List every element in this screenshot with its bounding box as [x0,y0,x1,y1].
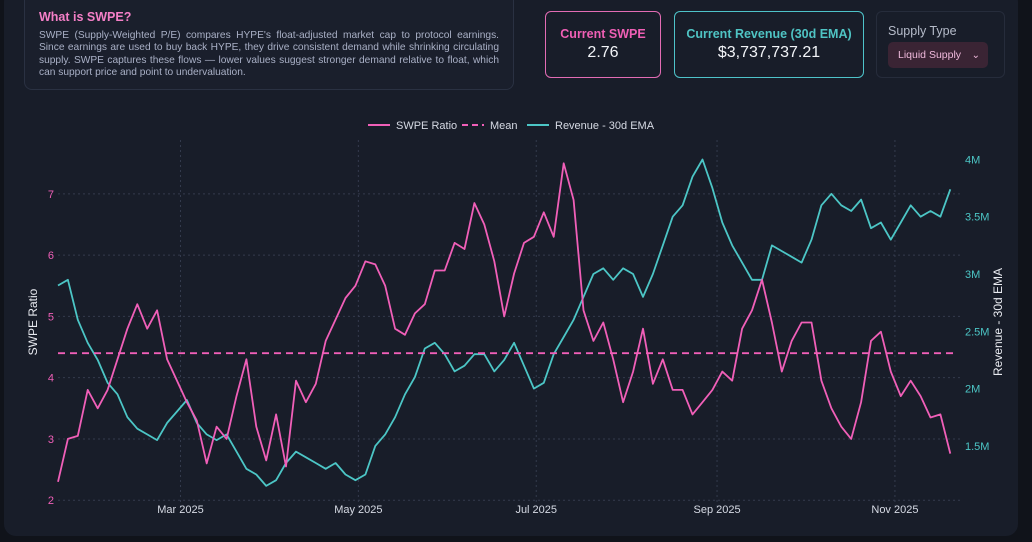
current-swpe-label: Current SWPE [560,27,646,41]
current-swpe-value: 2.76 [587,44,619,61]
legend-revenue-label[interactable]: Revenue - 30d EMA [555,120,655,132]
supply-type-value: Liquid Supply [898,49,962,61]
legend-mean-label[interactable]: Mean [490,120,518,132]
y-tick-label: 7 [48,189,54,201]
y-tick-label: 5 [48,311,54,323]
supply-type-card: Supply Type Liquid Supply ⌄ [876,11,1005,78]
supply-type-select[interactable]: Liquid Supply ⌄ [888,42,988,68]
chevron-down-icon: ⌄ [971,49,980,61]
x-tick-label: Sep 2025 [693,504,740,516]
y2-tick-label: 1.5M [965,441,989,453]
current-swpe-card: Current SWPE 2.76 [545,11,661,78]
current-revenue-value: $3,737,737.21 [717,44,821,61]
swpe-ratio-line [57,162,952,483]
x-tick-label: Nov 2025 [871,504,918,516]
y-tick-label: 4 [48,373,54,385]
chart-legend: SWPE Ratio Mean Revenue - 30d EMA [368,120,655,132]
y2-tick-label: 3M [965,269,980,281]
current-revenue-label: Current Revenue (30d EMA) [686,27,852,41]
y2-axis-title: Revenue - 30d EMA [991,268,1005,376]
swpe-info-box: What is SWPE? SWPE (Supply-Weighted P/E)… [24,0,514,90]
y2-tick-label: 4M [965,154,980,166]
legend-swpe-label[interactable]: SWPE Ratio [396,120,457,132]
supply-type-label: Supply Type [888,24,957,38]
y-tick-label: 6 [48,250,54,262]
revenue-ema-line [57,158,952,487]
info-title: What is SWPE? [39,10,132,24]
x-tick-label: May 2025 [334,504,382,516]
x-tick-label: Jul 2025 [515,504,557,516]
info-body: SWPE (Supply-Weighted P/E) compares HYPE… [39,30,499,78]
y-tick-label: 2 [48,495,54,507]
y-tick-label: 3 [48,434,54,446]
x-tick-label: Mar 2025 [157,504,203,516]
y2-tick-label: 2.5M [965,326,989,338]
y2-tick-label: 3.5M [965,212,989,224]
current-revenue-card: Current Revenue (30d EMA) $3,737,737.21 [674,11,864,78]
y2-tick-label: 2M [965,384,980,396]
y-axis-title: SWPE Ratio [26,288,40,355]
